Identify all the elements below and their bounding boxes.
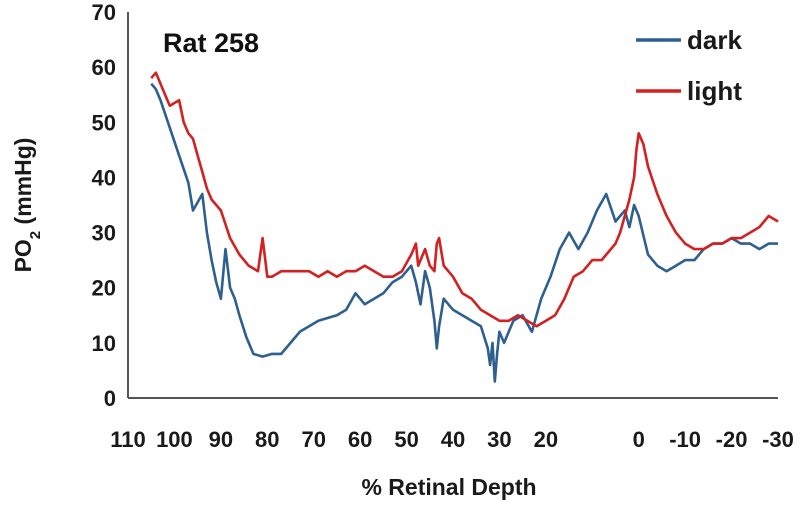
axes [127,12,778,399]
x-tick-label: 0 [633,427,645,452]
series-line-dark [150,82,778,383]
x-tick-label: -30 [762,427,794,452]
x-tick-label: 80 [255,427,279,452]
x-tick-label: 90 [209,427,233,452]
y-tick-label: 50 [92,110,116,135]
y-tick-labels: 0 10 20 30 40 50 60 70 [92,0,116,411]
series-lines [150,71,779,383]
x-tick-label: 30 [487,427,511,452]
x-tick-label: 100 [156,427,193,452]
y-axis-title-main: PO [10,239,36,272]
x-tick-label: 60 [348,427,372,452]
y-axis-title-unit: (mmHg) [10,138,36,231]
y-axis-title: PO2 (mmHg) [10,138,44,273]
y-axis-title-subscript: 2 [27,231,44,239]
y-tick-label: 30 [92,221,116,246]
x-tick-labels: 110 100 90 80 70 60 50 40 30 20 0 -10 -20 -30 [110,427,794,452]
y-tick-label: 70 [92,0,116,25]
x-tick-label: 20 [534,427,558,452]
y-tick-label: 40 [92,165,116,190]
legend: dark light [636,25,742,106]
x-tick-label: -20 [716,427,748,452]
series-line-light [150,71,779,328]
x-tick-label: 40 [441,427,465,452]
x-tick-label: 70 [301,427,325,452]
x-tick-label: 110 [110,427,146,452]
x-axis-title: % Retinal Depth [361,474,536,500]
x-tick-label: -10 [669,427,701,452]
legend-label-light: light [687,76,742,106]
y-tick-label: 0 [104,386,116,411]
y-tick-label: 10 [92,331,116,356]
legend-label-dark: dark [687,25,742,55]
y-tick-label: 20 [92,276,116,301]
chart-annotation: Rat 258 [163,28,259,58]
x-tick-label: 50 [394,427,418,452]
y-tick-label: 60 [92,55,116,80]
